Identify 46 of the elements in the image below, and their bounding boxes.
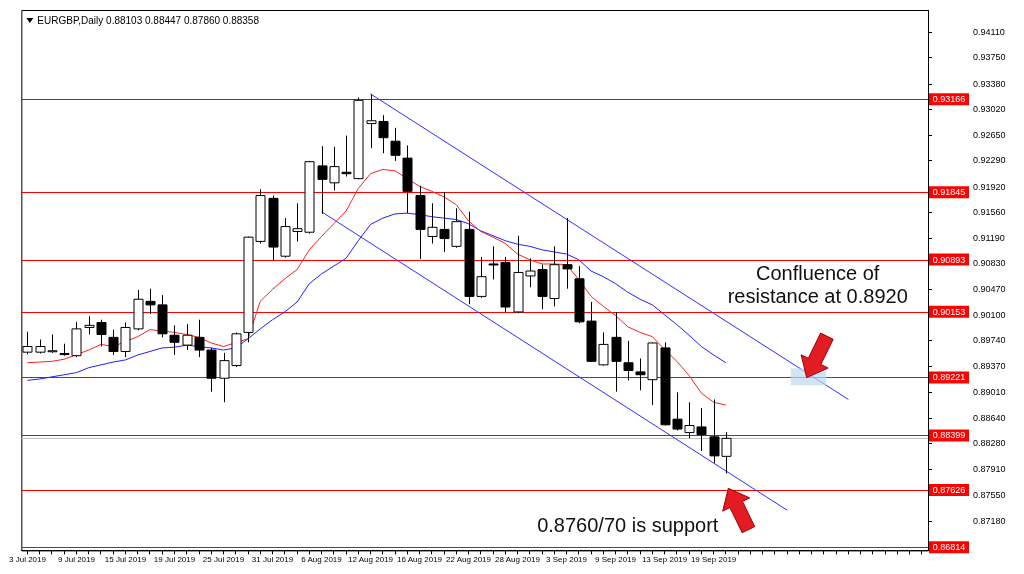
ref-line-label: 0.90893 [932,254,966,265]
y-tick-label: 0.89010 [973,386,1006,397]
y-tick-label: 0.88280 [973,438,1006,449]
x-tick-label: 19 Sep 2019 [690,555,737,565]
x-tick-label: 3 Jul 2019 [9,555,47,565]
x-tick-label: 25 Jul 2019 [202,555,245,565]
x-tick-label: 6 Aug 2019 [301,555,343,565]
x-tick-label: 9 Jul 2019 [58,555,96,565]
ref-line-label: 0.91845 [932,187,966,198]
y-tick-label: 0.90100 [973,309,1006,320]
y-tick-label: 0.92650 [973,130,1006,141]
ref-line-label: 0.90153 [932,306,966,317]
y-tick-label: 0.90470 [973,283,1006,294]
ref-line-label: 0.89221 [932,372,966,383]
annotation: 0.8760/70 is support [536,514,720,538]
ref-line-label: 0.86814 [932,542,966,553]
y-tick-label: 0.93380 [973,78,1006,89]
x-tick-label: 12 Aug 2019 [348,555,394,565]
ref-line-label: 0.87626 [932,485,966,495]
y-tick-label: 0.91190 [973,233,1005,244]
y-tick-label: 0.87910 [973,464,1006,475]
y-tick-label: 0.90830 [973,258,1006,269]
y-tick-label: 0.93750 [973,52,1006,63]
x-tick-label: 31 Jul 2019 [251,555,294,565]
y-tick-label: 0.89370 [973,361,1006,372]
ref-line-label: 0.88399 [932,430,966,441]
y-tick-label: 0.91560 [973,206,1006,217]
x-tick-label: 15 Jul 2019 [104,555,147,565]
x-tick-label: 9 Sep 2019 [595,555,637,565]
x-tick-label: 16 Aug 2019 [397,555,443,565]
x-tick-label: 13 Sep 2019 [641,555,688,565]
annotation: Confluence of resistance at 0.8920 [726,261,909,308]
x-tick-label: 19 Jul 2019 [153,555,196,565]
text: EURGBP,Daily 0.88103 0.88447 0.87860 0.88358 [37,14,260,26]
y-tick-label: 0.89740 [973,335,1006,346]
ref-line-label: 0.93166 [932,94,966,105]
x-tick-label: 3 Sep 2019 [546,555,588,565]
x-tick-label: 22 Aug 2019 [446,555,492,565]
x-tick-label: 28 Aug 2019 [495,555,541,565]
y-tick-label: 0.88640 [973,412,1006,423]
y-tick-label: 0.87180 [973,515,1006,526]
y-tick-label: 0.92290 [973,155,1006,166]
y-tick-label: 0.93020 [973,103,1006,114]
y-tick-label: 0.91920 [973,181,1006,192]
y-tick-label: 0.87550 [973,489,1006,500]
y-tick-label: 0.94110 [973,27,1005,38]
